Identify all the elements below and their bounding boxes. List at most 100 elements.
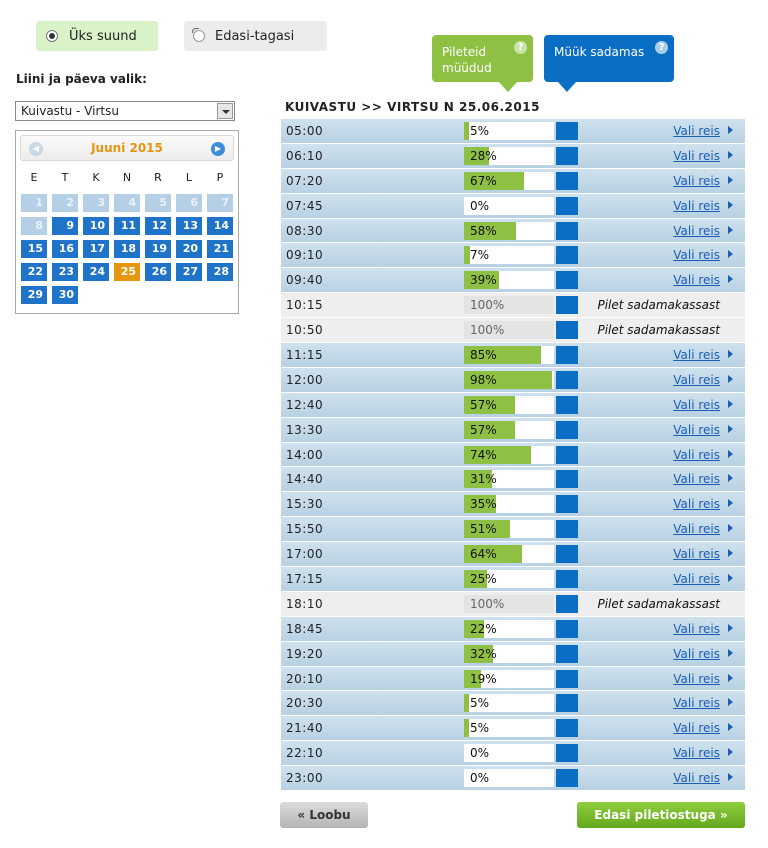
arrow-right-icon[interactable] <box>728 200 733 209</box>
calendar-day[interactable]: 20 <box>176 240 202 258</box>
chevron-down-icon[interactable] <box>217 103 233 119</box>
calendar-day[interactable]: 21 <box>207 240 233 258</box>
arrow-right-icon[interactable] <box>728 574 733 583</box>
calendar-day[interactable]: 22 <box>21 263 47 281</box>
select-trip-link[interactable]: Vali reis <box>673 671 720 686</box>
select-trip-link[interactable]: Vali reis <box>673 447 720 462</box>
arrow-right-icon[interactable] <box>728 150 733 159</box>
help-icon[interactable]: ? <box>655 41 668 54</box>
arrow-right-icon[interactable] <box>728 350 733 359</box>
departure-time: 23:00 <box>286 771 324 786</box>
select-trip-link[interactable]: Vali reis <box>673 721 720 736</box>
weekday-label: T <box>61 171 69 184</box>
departure-time: 05:00 <box>286 124 324 138</box>
select-trip-link[interactable]: Vali reis <box>673 771 720 786</box>
arrow-right-icon[interactable] <box>728 250 733 259</box>
arrow-right-icon[interactable] <box>728 374 733 383</box>
select-trip-link[interactable]: Vali reis <box>673 397 720 412</box>
calendar-day-selected[interactable]: 25 <box>114 263 140 281</box>
arrow-right-icon[interactable] <box>728 549 733 558</box>
arrow-right-icon[interactable] <box>728 673 733 682</box>
arrow-right-icon[interactable] <box>728 773 733 782</box>
departure-time: 08:30 <box>286 223 324 238</box>
arrow-right-icon[interactable] <box>728 225 733 234</box>
route-select[interactable]: Kuivastu - Virtsu <box>15 101 235 121</box>
select-trip-link[interactable]: Vali reis <box>673 248 720 263</box>
select-trip-link[interactable]: Vali reis <box>673 522 720 537</box>
sold-progress-bar: 35% <box>464 495 554 514</box>
calendar-day[interactable]: 27 <box>176 263 202 281</box>
departure-row: 18:45 22% Vali reis <box>281 616 745 642</box>
arrow-right-icon[interactable] <box>728 399 733 408</box>
arrow-right-icon[interactable] <box>728 524 733 533</box>
sold-progress-bar: 0% <box>464 769 554 788</box>
calendar-day[interactable]: 28 <box>207 263 233 281</box>
select-trip-link[interactable]: Vali reis <box>673 497 720 512</box>
select-trip-link[interactable]: Vali reis <box>673 273 720 288</box>
select-trip-link[interactable]: Vali reis <box>673 572 720 587</box>
round-trip-radio[interactable]: Edasi-tagasi <box>184 21 327 51</box>
calendar-day[interactable]: 9 <box>52 217 78 235</box>
select-trip-link[interactable]: Vali reis <box>673 646 720 661</box>
select-trip-link[interactable]: Vali reis <box>673 472 720 487</box>
select-trip-link[interactable]: Vali reis <box>673 348 720 363</box>
prev-month-icon[interactable]: ◀ <box>29 142 43 156</box>
arrow-right-icon[interactable] <box>728 723 733 732</box>
departure-row: 10:50 100% Pilet sadamakassast <box>281 318 745 344</box>
select-trip-link[interactable]: Vali reis <box>673 621 720 636</box>
next-month-icon[interactable]: ▶ <box>211 142 225 156</box>
harbor-sale-indicator <box>556 122 578 140</box>
arrow-right-icon[interactable] <box>728 623 733 632</box>
sold-progress-fill <box>464 619 484 638</box>
arrow-right-icon[interactable] <box>728 275 733 284</box>
calendar-day-past: 3 <box>83 194 109 212</box>
calendar-day[interactable]: 18 <box>114 240 140 258</box>
select-trip-link[interactable]: Vali reis <box>673 696 720 711</box>
select-trip-link[interactable]: Vali reis <box>673 173 720 188</box>
select-trip-link[interactable]: Vali reis <box>673 746 720 761</box>
select-trip-link[interactable]: Vali reis <box>673 223 720 238</box>
select-trip-link[interactable]: Vali reis <box>673 148 720 163</box>
calendar-day[interactable]: 29 <box>21 286 47 304</box>
calendar-day[interactable]: 16 <box>52 240 78 258</box>
arrow-right-icon[interactable] <box>728 499 733 508</box>
sold-progress-fill <box>464 570 487 589</box>
arrow-right-icon[interactable] <box>728 424 733 433</box>
calendar-day[interactable]: 11 <box>114 217 140 235</box>
select-trip-link[interactable]: Vali reis <box>673 124 720 138</box>
sold-percentage: 7% <box>470 248 490 263</box>
calendar-day[interactable]: 15 <box>21 240 47 258</box>
calendar-day[interactable]: 17 <box>83 240 109 258</box>
calendar-day[interactable]: 12 <box>145 217 171 235</box>
calendar-day[interactable]: 10 <box>83 217 109 235</box>
arrow-right-icon[interactable] <box>728 698 733 707</box>
select-trip-link[interactable]: Vali reis <box>673 372 720 387</box>
select-trip-link[interactable]: Vali reis <box>673 422 720 437</box>
continue-purchase-button[interactable]: Edasi piletiostuga » <box>577 802 745 828</box>
arrow-right-icon[interactable] <box>728 449 733 458</box>
arrow-right-icon[interactable] <box>728 175 733 184</box>
arrow-right-icon[interactable] <box>728 748 733 757</box>
calendar-day[interactable]: 23 <box>52 263 78 281</box>
one-way-radio[interactable]: Üks suund <box>36 21 158 51</box>
help-icon[interactable]: ? <box>514 41 527 54</box>
calendar-day[interactable]: 24 <box>83 263 109 281</box>
arrow-right-icon[interactable] <box>728 648 733 657</box>
departure-time: 09:10 <box>286 248 324 263</box>
weekday-label: E <box>30 171 38 184</box>
arrow-right-icon[interactable] <box>728 126 733 134</box>
sold-progress-bar: 51% <box>464 520 554 539</box>
sold-percentage: 22% <box>470 621 497 636</box>
arrow-right-icon[interactable] <box>728 474 733 483</box>
select-trip-link[interactable]: Vali reis <box>673 547 720 562</box>
cancel-button[interactable]: « Loobu <box>280 802 368 828</box>
calendar-day[interactable]: 13 <box>176 217 202 235</box>
select-trip-link[interactable]: Vali reis <box>673 198 720 213</box>
calendar-day[interactable]: 14 <box>207 217 233 235</box>
departure-time: 07:20 <box>286 173 324 188</box>
calendar-day[interactable]: 19 <box>145 240 171 258</box>
sold-progress-bar: 5% <box>464 694 554 713</box>
calendar-day[interactable]: 26 <box>145 263 171 281</box>
calendar-day[interactable]: 30 <box>52 286 78 304</box>
sold-percentage: 74% <box>470 447 497 462</box>
